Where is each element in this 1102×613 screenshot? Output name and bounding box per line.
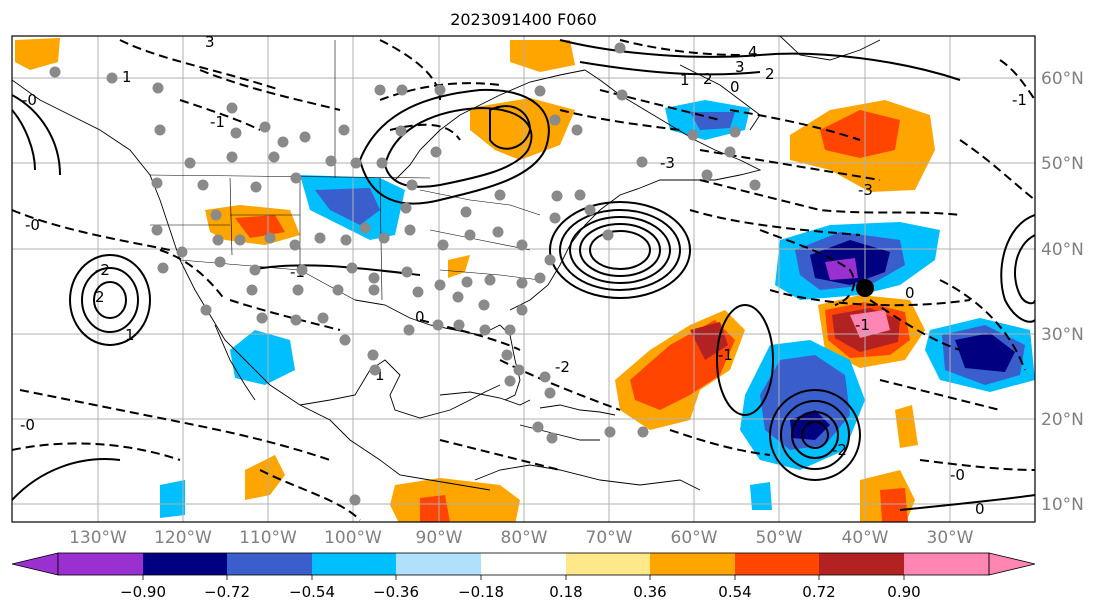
contour-label: -0	[25, 216, 40, 234]
colorbar-cell	[819, 553, 904, 575]
lon-label: 100°W	[324, 528, 382, 548]
colorbar-tick: 0.54	[718, 583, 751, 601]
contours-positive	[12, 39, 1035, 511]
colorbar-cell	[227, 553, 312, 575]
contour-label: 0	[415, 308, 425, 326]
lon-label: 90°W	[416, 528, 463, 548]
colorbar-extend-low	[11, 552, 59, 576]
colorbar-cell	[566, 553, 650, 575]
colorbar-cell	[396, 553, 481, 575]
map-area: 3 4 3 2 2 1 0 -0 -1 1 -1 -3 2 -2 1 1 -1 …	[12, 33, 1035, 522]
colorbar-cell	[735, 553, 819, 575]
lon-label: 110°W	[239, 528, 297, 548]
contour-label: -1	[210, 113, 225, 131]
contour-labels: 3 4 3 2 2 1 0 -0 -1 1 -1 -3 2 -2 1 1 -1 …	[20, 33, 1027, 518]
contour-label: -1	[1012, 91, 1027, 109]
colorbar-tick: −0.36	[373, 583, 419, 601]
lat-label: 50°N	[1041, 154, 1084, 174]
contour-label: -1	[718, 346, 733, 364]
contour-label: -1	[855, 316, 870, 334]
lat-label: 60°N	[1041, 69, 1084, 89]
contour-label: 3	[205, 33, 215, 51]
colorbar-tick: 0.90	[887, 583, 920, 601]
contour-label: 1	[375, 366, 385, 384]
map-frame	[11, 35, 1036, 523]
colorbar-tick: −0.18	[458, 583, 504, 601]
map-title: 2023091400 F060	[450, 10, 597, 29]
contour-label: -0	[20, 416, 35, 434]
colorbar-tick: −0.90	[120, 583, 166, 601]
lon-label: 40°W	[842, 528, 889, 548]
colorbar-cell	[58, 553, 143, 575]
contour-label: -2	[95, 261, 110, 279]
contour-label: 0	[905, 284, 915, 302]
contour-label: 2	[703, 70, 713, 88]
contour-label: 4	[748, 43, 758, 61]
colorbar-tick: −0.54	[289, 583, 335, 601]
lat-label: 30°N	[1041, 325, 1084, 345]
station-marker	[856, 279, 874, 297]
contour-label: 1	[680, 71, 690, 89]
colorbar-tick: −0.72	[204, 583, 250, 601]
contour-label: 1	[122, 68, 132, 86]
colorbar-cell	[143, 553, 227, 575]
longitude-labels: 130°W 120°W 110°W 100°W 90°W 80°W 70°W 6…	[69, 528, 974, 548]
contour-label: 1	[125, 326, 135, 344]
lon-label: 130°W	[69, 528, 127, 548]
lon-label: 60°W	[671, 528, 718, 548]
colorbar-tick: 0.36	[633, 583, 666, 601]
lat-label: 10°N	[1041, 495, 1084, 515]
contour-label: 2	[95, 288, 105, 306]
colorbar-tick-labels: −0.90 −0.72 −0.54 −0.36 −0.18 0.18 0.36 …	[120, 583, 921, 601]
contour-label: -0	[22, 91, 37, 109]
observation-stations	[49, 42, 761, 506]
lon-label: 50°W	[756, 528, 803, 548]
contour-label: -3	[660, 154, 675, 172]
contour-label: 2	[765, 65, 775, 83]
colorbar-cell	[650, 553, 735, 575]
lon-label: 70°W	[586, 528, 633, 548]
colorbar-cell	[481, 553, 566, 575]
colorbar-extend-high	[988, 552, 1036, 576]
colorbar-tick: 0.18	[549, 583, 582, 601]
latitude-labels: 60°N 50°N 40°N 30°N 20°N 10°N	[1041, 69, 1084, 515]
contour-label: -3	[858, 181, 873, 199]
contour-label: -2	[832, 441, 847, 459]
lat-label: 40°N	[1041, 240, 1084, 260]
colorbar-cell	[904, 553, 989, 575]
contour-label: -0	[950, 466, 965, 484]
colorbar-tick: 0.72	[802, 583, 835, 601]
lon-label: 30°W	[927, 528, 974, 548]
colorbar: −0.90 −0.72 −0.54 −0.36 −0.18 0.18 0.36 …	[11, 552, 1036, 601]
contour-label: 3	[735, 58, 745, 76]
contour-label: -2	[555, 358, 570, 376]
lon-label: 120°W	[154, 528, 212, 548]
colorbar-cell	[312, 553, 396, 575]
lat-label: 20°N	[1041, 410, 1084, 430]
contour-label: 0	[730, 78, 740, 96]
lon-label: 80°W	[501, 528, 548, 548]
contour-label: 0	[975, 500, 985, 518]
